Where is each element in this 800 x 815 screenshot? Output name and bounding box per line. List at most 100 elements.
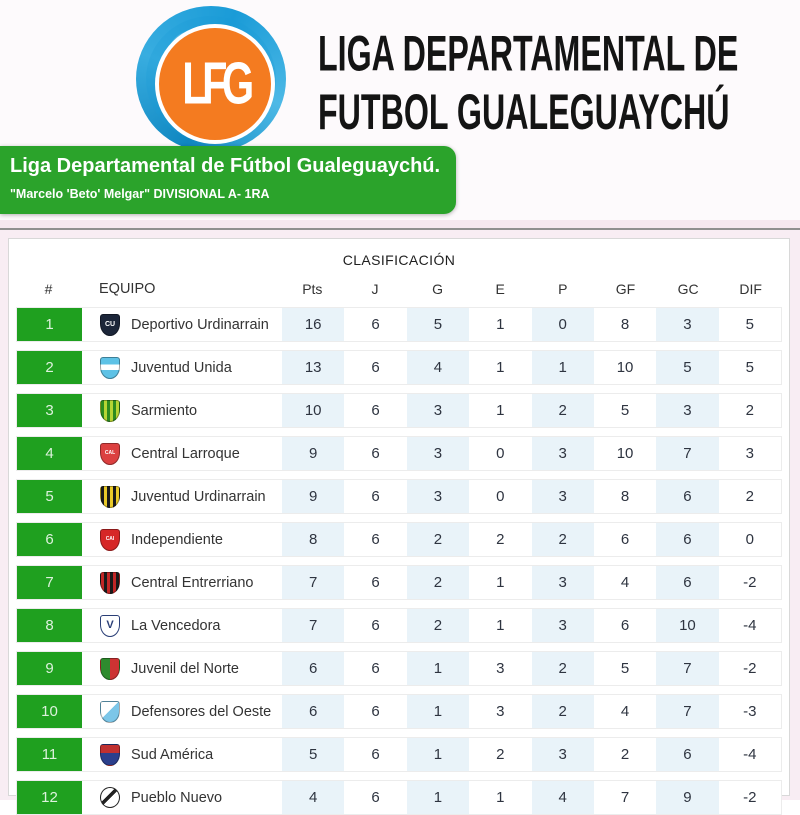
- stat-cell: 6: [656, 566, 719, 599]
- stat-cell: -2: [743, 789, 757, 806]
- league-title: LIGA DEPARTAMENTAL DE FUTBOL GUALEGUAYCH…: [318, 24, 738, 141]
- stat-cell: 5: [745, 359, 754, 376]
- team-cell: Central Entrerriano: [82, 566, 282, 599]
- stat-cell: 1: [406, 695, 470, 728]
- stat-cell: -3: [743, 703, 757, 720]
- table-header-row: # EQUIPO Pts J G E P GF GC DIF: [16, 281, 782, 297]
- stat-cell: 16: [282, 308, 345, 341]
- stat-cell: 4: [282, 781, 345, 814]
- stat-cell: 6: [656, 738, 719, 771]
- column-header: EQUIPO: [99, 281, 156, 297]
- team-badge-icon: [100, 485, 120, 508]
- team-name: Juventud Unida: [131, 359, 232, 376]
- team-badge-icon: [100, 787, 120, 808]
- banner-subtitle: "Marcelo 'Beto' Melgar" DIVISIONAL A- 1R…: [10, 187, 270, 201]
- stat-cell: 2: [531, 523, 594, 556]
- position-cell: 7: [17, 566, 82, 599]
- stat-cell: 3: [531, 609, 594, 642]
- stat-cell: 0: [496, 488, 505, 505]
- stat-cell: -2: [743, 660, 757, 677]
- stat-cell: 7: [282, 566, 345, 599]
- stat-cell: 5: [282, 738, 345, 771]
- banner-title: Liga Departamental de Fútbol Gualeguaych…: [10, 155, 441, 177]
- position-cell: 1: [17, 308, 82, 341]
- stat-cell: 3: [656, 308, 719, 341]
- team-name: La Vencedora: [131, 617, 221, 634]
- stat-cell: 3: [531, 566, 594, 599]
- stat-cell: 9: [656, 781, 719, 814]
- team-name: Sud América: [131, 746, 214, 763]
- team-cell: Juventud Urdinarrain: [82, 480, 282, 513]
- stat-cell: 1: [496, 617, 505, 634]
- stat-cell: 13: [282, 351, 345, 384]
- team-cell: CAL Central Larroque: [82, 437, 282, 470]
- column-header: GF: [615, 281, 636, 297]
- stat-cell: 3: [496, 703, 505, 720]
- position-cell: 2: [17, 351, 82, 384]
- stat-cell: 2: [406, 566, 470, 599]
- stat-cell: 6: [371, 660, 380, 677]
- stat-cell: 2: [406, 523, 470, 556]
- stat-cell: -4: [743, 617, 757, 634]
- column-header: J: [371, 281, 379, 297]
- stat-cell: 3: [406, 437, 470, 470]
- stat-cell: 2: [496, 746, 505, 763]
- table-row: 10 Defensores del Oeste 6 6 1 3 2 4 7 -3: [16, 694, 782, 729]
- team-badge-icon: [100, 657, 120, 680]
- stat-cell: 2: [531, 394, 594, 427]
- stat-cell: 4: [620, 574, 630, 591]
- stat-cell: 6: [371, 703, 380, 720]
- stat-cell: 3: [531, 437, 594, 470]
- stat-cell: 9: [282, 437, 345, 470]
- stat-cell: 8: [620, 488, 630, 505]
- stat-cell: 3: [496, 660, 505, 677]
- column-header: #: [44, 281, 53, 297]
- position-cell: 3: [17, 394, 82, 427]
- stat-cell: 1: [496, 316, 505, 333]
- stat-cell: 6: [371, 488, 380, 505]
- team-name: Pueblo Nuevo: [131, 789, 223, 806]
- stat-cell: 3: [531, 738, 594, 771]
- team-badge-icon: V: [100, 614, 120, 637]
- team-cell: CU Deportivo Urdinarrain: [82, 308, 282, 341]
- team-badge-icon: CAI: [100, 528, 120, 551]
- division-banner: Liga Departamental de Fútbol Gualeguaych…: [0, 146, 456, 214]
- stat-cell: 6: [371, 359, 380, 376]
- stat-cell: 6: [620, 531, 630, 548]
- stat-cell: 0: [745, 531, 754, 548]
- team-name: Juvenil del Norte: [131, 660, 239, 677]
- stat-cell: 2: [531, 695, 594, 728]
- team-cell: Defensores del Oeste: [82, 695, 282, 728]
- team-name: Deportivo Urdinarrain: [131, 316, 269, 333]
- column-header: DIF: [739, 281, 762, 297]
- stat-cell: 6: [371, 445, 380, 462]
- column-header: Pts: [302, 281, 323, 297]
- team-cell: Juvenil del Norte: [82, 652, 282, 685]
- stat-cell: 3: [406, 480, 470, 513]
- league-title-line2: FUTBOL GUALEGUAYCHÚ: [318, 83, 730, 140]
- stat-cell: 4: [531, 781, 594, 814]
- stat-cell: 6: [371, 746, 380, 763]
- table-row: 4 CAL Central Larroque 9 6 3 0 3 10 7 3: [16, 436, 782, 471]
- stat-cell: 2: [745, 402, 754, 419]
- stat-cell: 3: [656, 394, 719, 427]
- team-badge-icon: [100, 743, 120, 766]
- stat-cell: 1: [531, 351, 594, 384]
- column-header: E: [495, 281, 505, 297]
- stat-cell: 5: [620, 402, 630, 419]
- team-cell: CAI Independiente: [82, 523, 282, 556]
- table-row: 8 V La Vencedora 7 6 2 1 3 6 10 -4: [16, 608, 782, 643]
- stat-cell: 3: [745, 445, 754, 462]
- stat-cell: 8: [282, 523, 345, 556]
- team-badge-icon: CAL: [100, 442, 120, 465]
- team-cell: Sud América: [82, 738, 282, 771]
- stat-cell: 7: [656, 695, 719, 728]
- team-badge-icon: CU: [100, 313, 120, 336]
- stat-cell: 7: [282, 609, 345, 642]
- stat-cell: 8: [620, 316, 630, 333]
- team-name: Central Larroque: [131, 445, 240, 462]
- league-title-line1: LIGA DEPARTAMENTAL DE: [318, 25, 739, 82]
- stat-cell: 0: [531, 308, 594, 341]
- logo-monogram: LFG: [181, 50, 254, 118]
- team-badge-icon: [100, 356, 120, 379]
